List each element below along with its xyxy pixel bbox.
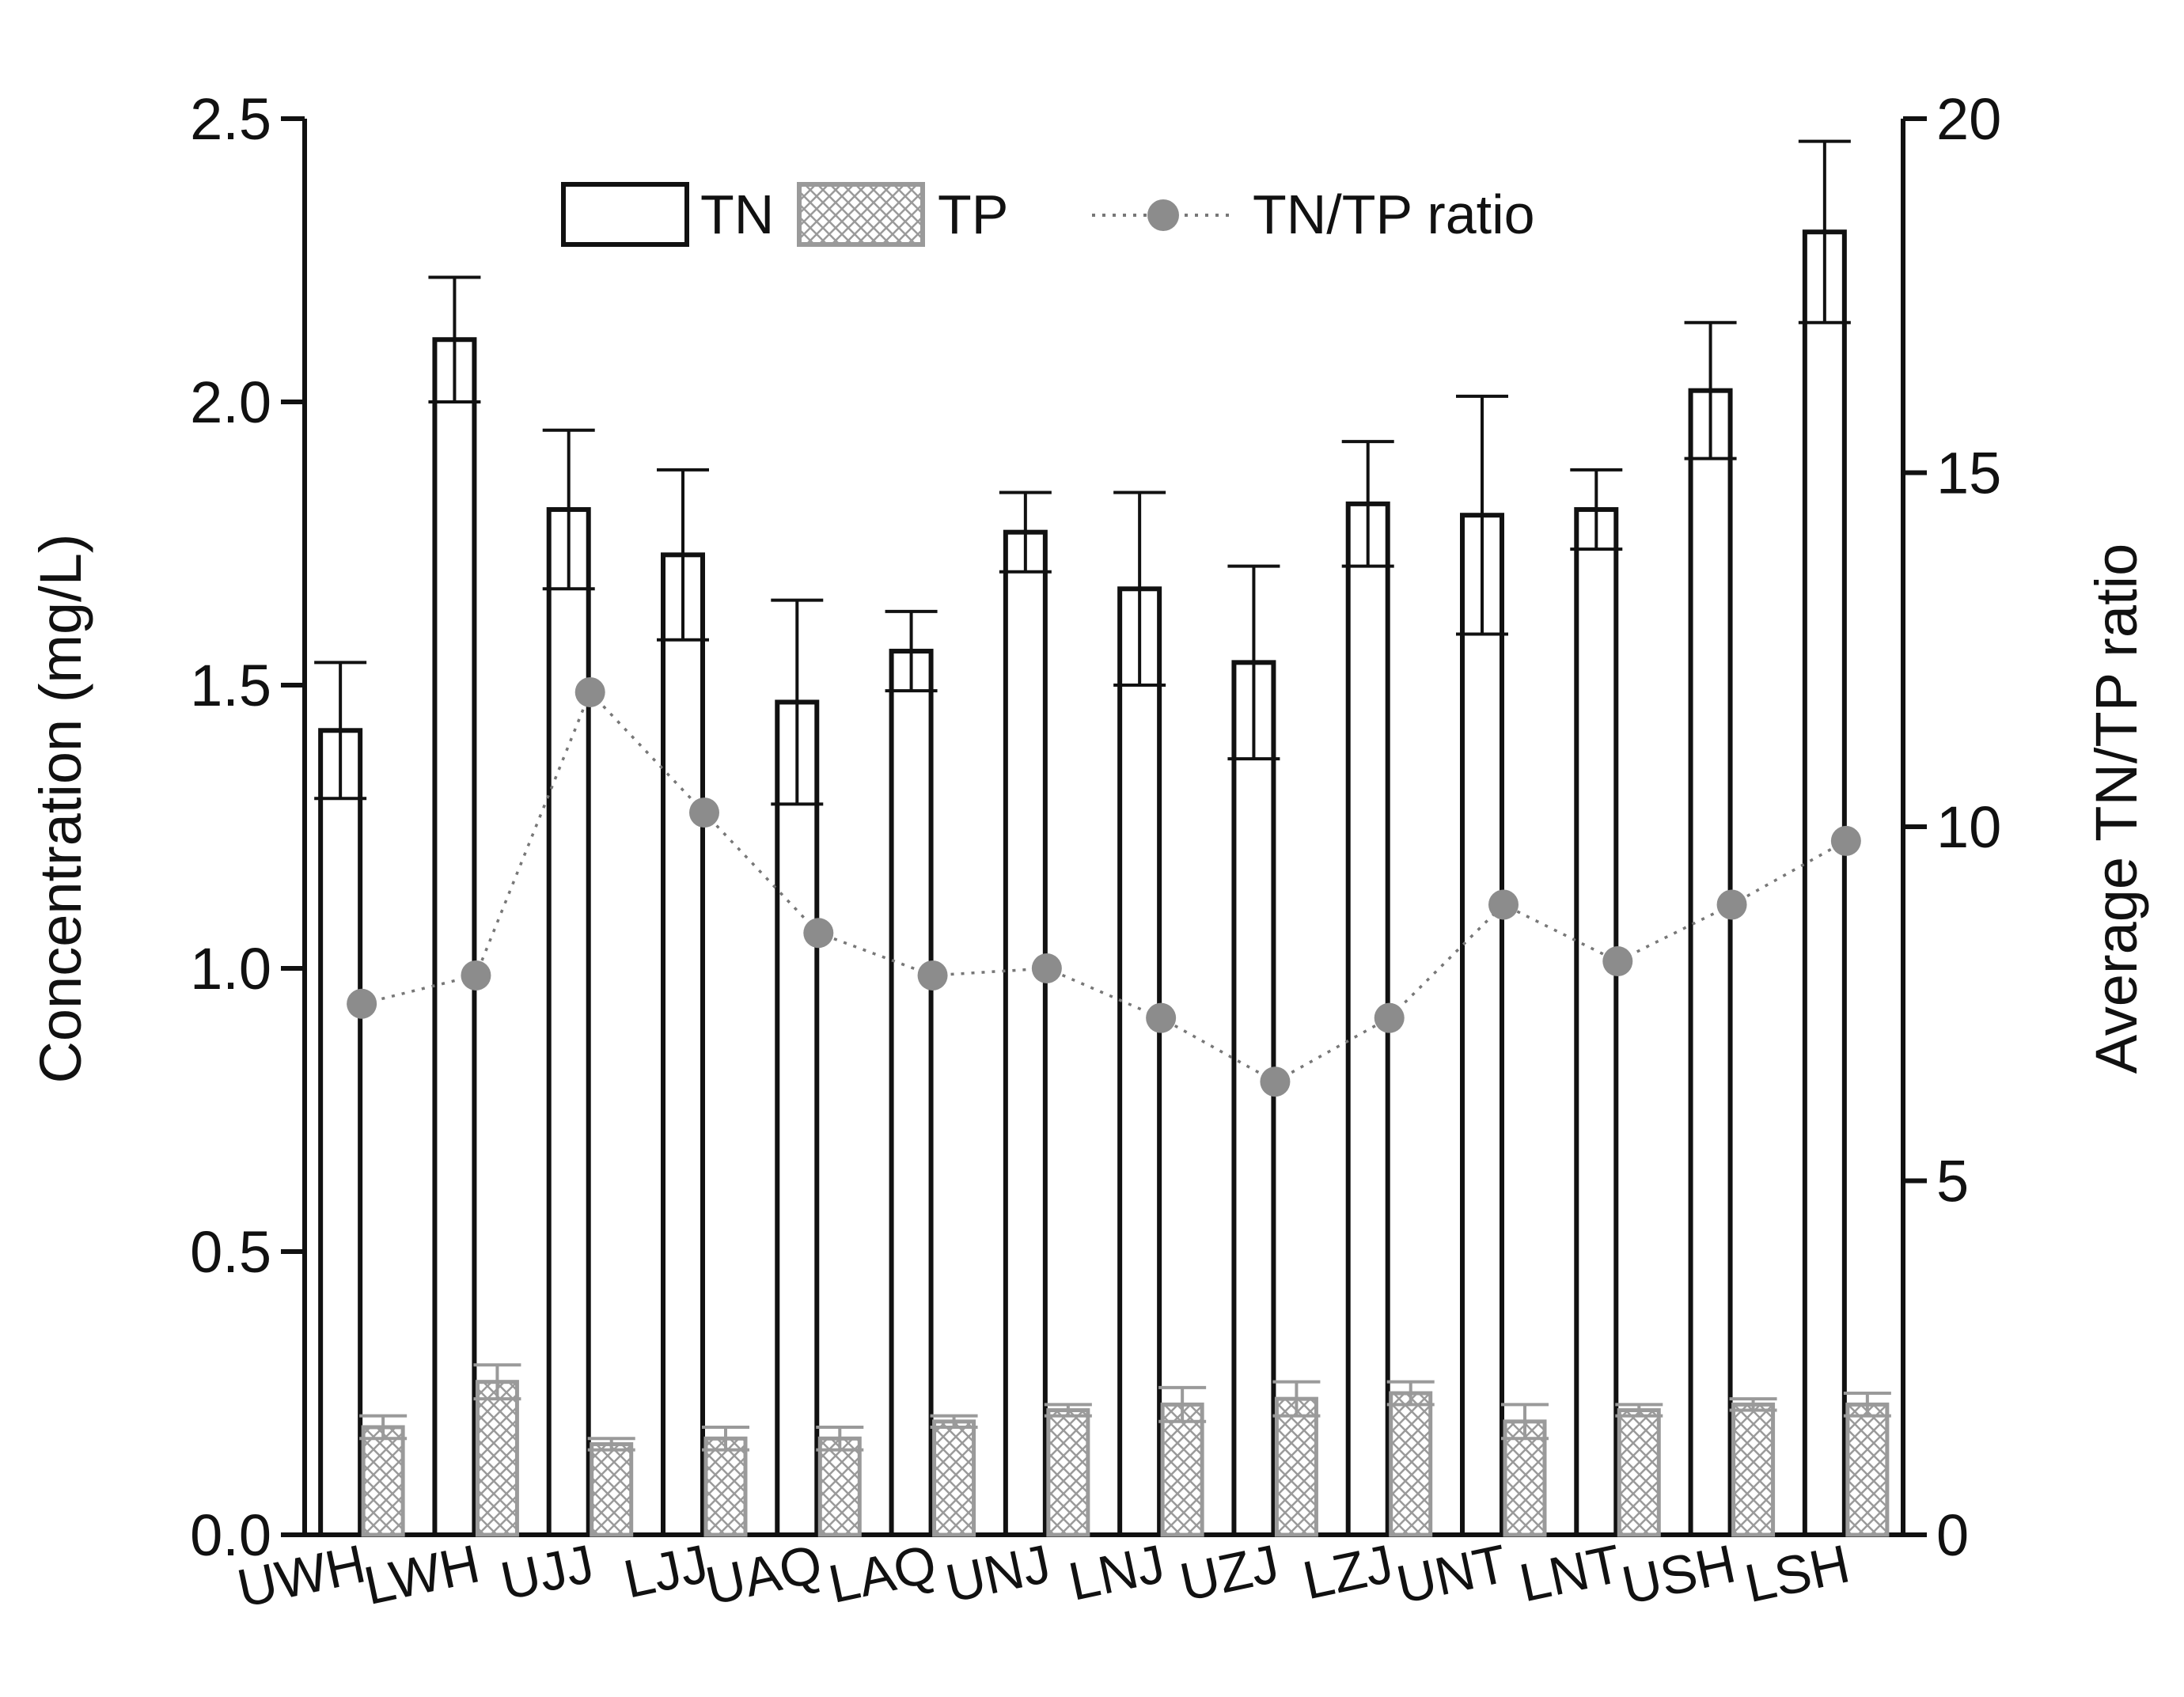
y2-tick-label: 20 [1936, 86, 2001, 152]
ratio-marker [1602, 946, 1633, 977]
tp-bar [590, 1441, 634, 1537]
y-tick-label: 0.5 [190, 1219, 271, 1285]
y-tick-label: 0.0 [190, 1502, 271, 1568]
tp-bar [1389, 1391, 1433, 1537]
ratio-marker [1146, 1002, 1177, 1033]
tp-bar [361, 1425, 405, 1537]
tp-bar [1845, 1402, 1890, 1537]
ratio-marker [347, 988, 377, 1019]
x-tick-label: USH [1617, 1533, 1740, 1616]
ratio-marker [689, 797, 719, 828]
tn-bar [1003, 529, 1048, 1537]
tn-bar [1231, 660, 1276, 1537]
x-tick-label: LAQ [824, 1533, 942, 1615]
x-tick-label: UNJ [941, 1533, 1056, 1614]
y-tick-label: 1.0 [190, 936, 271, 1002]
tn-bar [1117, 586, 1162, 1537]
legend: TN TP TN/TP ratio [561, 182, 1535, 247]
tn-bar [661, 552, 705, 1538]
x-tick-label: UJJ [495, 1533, 598, 1612]
y2-tick-label: 10 [1936, 794, 2001, 860]
tp-bar [1731, 1402, 1776, 1537]
tp-bar [932, 1419, 976, 1537]
tp-bar [1503, 1419, 1547, 1537]
tp-bar [1274, 1396, 1318, 1537]
ratio-marker [1260, 1066, 1291, 1097]
legend-ratio-label: TN/TP ratio [1253, 184, 1535, 245]
ratio-marker [1830, 825, 1861, 856]
x-tick-label: LNJ [1064, 1533, 1170, 1612]
x-tick-label: UNT [1392, 1533, 1513, 1615]
tn-bar [775, 699, 820, 1537]
tp-bar [1617, 1407, 1661, 1537]
y2-tick-label: 5 [1936, 1149, 1969, 1214]
legend-tn-label: TN [700, 184, 774, 245]
ratio-marker [1716, 889, 1747, 920]
legend-tp-label: TP [938, 184, 1008, 245]
ratio-marker [574, 676, 605, 707]
bars-layer [314, 139, 1891, 1538]
ratio-marker [1488, 889, 1519, 920]
tn-bar [1574, 507, 1619, 1537]
tn-bar [1802, 229, 1847, 1538]
tp-bar [817, 1436, 862, 1537]
ratio-marker [917, 960, 948, 991]
tp-bar [1160, 1402, 1204, 1537]
legend-tn-swatch [561, 182, 689, 247]
ratio-marker [1374, 1002, 1405, 1033]
y-tick-label: 2.5 [190, 86, 271, 152]
tp-bar [703, 1436, 748, 1537]
legend-tp-swatch [797, 182, 925, 247]
axes-layer: Concentration (mg/L) Average TN/TP ratio… [28, 86, 2149, 1568]
ratio-marker [1031, 953, 1062, 983]
x-tick-label: UAQ [700, 1533, 827, 1616]
x-tick-label: UZJ [1175, 1533, 1284, 1612]
y-tick-label: 1.5 [190, 653, 271, 718]
y2-tick-label: 15 [1936, 441, 2001, 506]
ratio-line-layer [347, 676, 1861, 1097]
tn-bar [318, 728, 363, 1537]
tn-bar [546, 507, 591, 1537]
tn-bar [432, 337, 477, 1537]
y-tick-label: 2.0 [190, 369, 271, 435]
ratio-marker [461, 960, 491, 991]
x-tick-label: LZJ [1298, 1533, 1398, 1611]
tn-bar [1688, 388, 1733, 1537]
legend-ratio-marker [1147, 199, 1179, 231]
y-axis-label: Concentration (mg/L) [28, 533, 93, 1083]
y2-axis-label: Average TN/TP ratio [2084, 544, 2149, 1074]
x-tick-label: LNT [1515, 1533, 1626, 1613]
tn-bar [1460, 513, 1504, 1538]
x-tick-label: LWH [359, 1533, 485, 1616]
tn-bar [889, 649, 934, 1537]
y2-tick-label: 0 [1936, 1502, 1969, 1568]
tp-bar [475, 1380, 519, 1537]
x-tick-label: LJJ [619, 1533, 713, 1609]
tp-bar [1046, 1407, 1090, 1537]
x-tick-label: LSH [1740, 1533, 1855, 1614]
ratio-marker [803, 918, 834, 949]
